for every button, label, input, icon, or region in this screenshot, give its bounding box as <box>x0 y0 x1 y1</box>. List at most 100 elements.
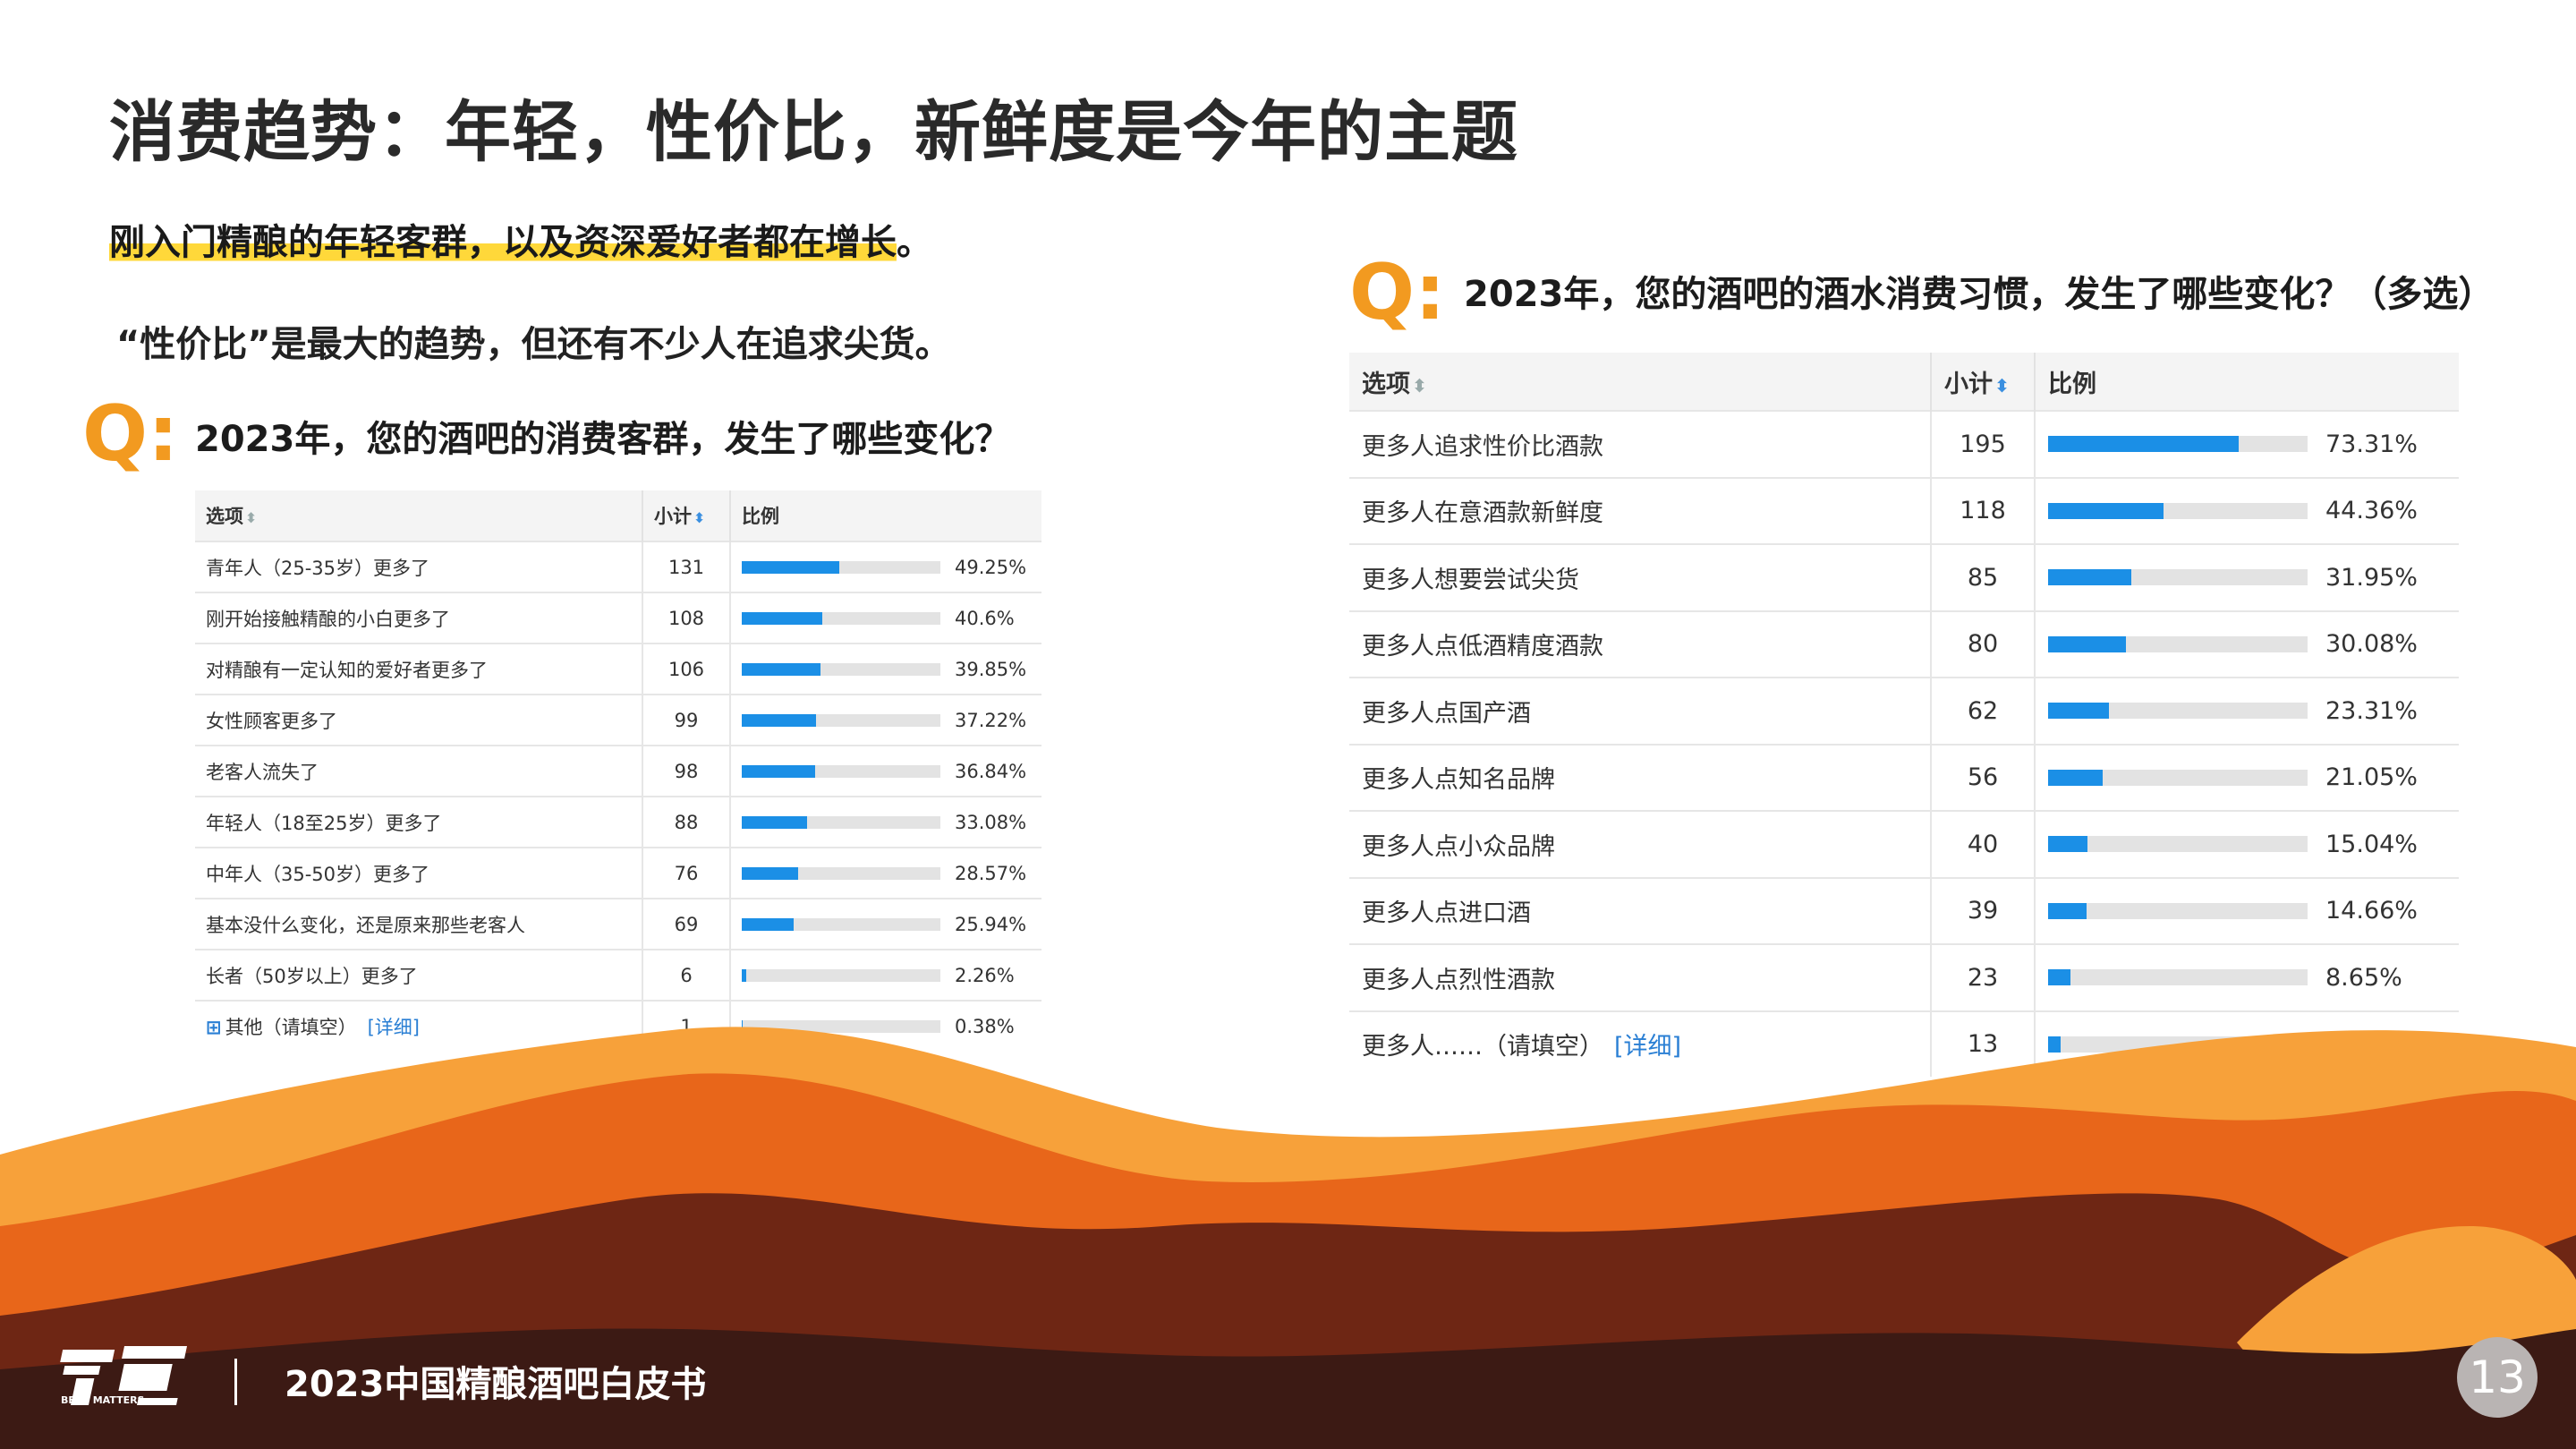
option-label: 女性顾客更多了 <box>206 710 337 732</box>
table-row: 更多人点小众品牌 40 15.04% <box>1349 810 2459 878</box>
count-cell: 39 <box>1931 876 2036 944</box>
bar-fill <box>2048 836 2087 853</box>
ratio-cell: 33.08% <box>730 796 1041 848</box>
count-cell: 62 <box>1931 677 2036 745</box>
table-row: 更多人点烈性酒款 23 8.65% <box>1349 943 2459 1011</box>
percent-label: 33.08% <box>955 811 1027 833</box>
percent-label: 36.84% <box>955 760 1027 782</box>
table-row: 中年人（35-50岁）更多了 76 28.57% <box>195 847 1041 899</box>
option-label: 青年人（25-35岁）更多了 <box>206 557 430 579</box>
bar-track <box>742 560 940 574</box>
option-cell: 更多人点低酒精度酒款 <box>1349 609 1932 678</box>
percent-label: 15.04% <box>2325 830 2418 858</box>
bar-track <box>742 662 940 676</box>
percent-label: 39.85% <box>955 658 1027 680</box>
highlight-end: 。 <box>897 222 932 263</box>
count-cell: 106 <box>642 643 731 695</box>
count-cell: 69 <box>642 898 731 950</box>
footer-title: 2023中国精酿酒吧白皮书 <box>285 1364 707 1405</box>
sort-icon[interactable]: ⬍ <box>1412 374 1427 396</box>
bar-fill <box>2048 569 2131 586</box>
table-header-row: 选项⬍ 小计⬍ 比例 <box>1349 353 2459 411</box>
percent-label: 23.31% <box>2325 696 2418 725</box>
column-header-count[interactable]: 小计⬍ <box>1931 353 2036 411</box>
ratio-cell: 15.04% <box>2035 810 2459 878</box>
percent-label: 37.22% <box>955 709 1027 731</box>
bar-track <box>742 713 940 727</box>
table-row: 更多人点国产酒 62 23.31% <box>1349 677 2459 745</box>
ratio-cell: 23.31% <box>2035 677 2459 745</box>
ratio-cell: 37.22% <box>730 694 1041 746</box>
page-number: 13 <box>2457 1337 2538 1418</box>
table-row: 刚开始接触精酿的小白更多了 108 40.6% <box>195 592 1041 644</box>
question-mark-right: Q: <box>1349 248 1446 337</box>
bar-fill <box>742 1019 743 1033</box>
count-cell: 118 <box>1931 476 2036 544</box>
column-header-count[interactable]: 小计⬍ <box>642 490 731 541</box>
bar-fill <box>742 917 794 931</box>
table-row: 更多人点低酒精度酒款 80 30.08% <box>1349 609 2459 678</box>
bar-track <box>742 815 940 829</box>
sort-icon[interactable]: ⬍ <box>693 509 706 526</box>
count-cell: 195 <box>1931 410 2036 478</box>
ratio-cell: 40.6% <box>730 592 1041 644</box>
sort-icon[interactable]: ⬍ <box>245 509 258 526</box>
bar-fill <box>2048 969 2071 986</box>
count-cell: 6 <box>642 949 731 1001</box>
table-row: 老客人流失了 98 36.84% <box>195 745 1041 797</box>
option-cell: 更多人追求性价比酒款 <box>1349 410 1932 478</box>
option-cell: 更多人在意酒款新鲜度 <box>1349 476 1932 544</box>
option-label: 更多人点进口酒 <box>1362 899 1531 928</box>
option-label: 其他（请填空） <box>225 1016 357 1038</box>
expand-icon[interactable]: ⊞ <box>206 1016 222 1038</box>
percent-label: 49.25% <box>955 556 1027 578</box>
option-cell: 更多人点进口酒 <box>1349 876 1932 944</box>
option-cell: 更多人点国产酒 <box>1349 677 1932 745</box>
ratio-cell: 36.84% <box>730 745 1041 797</box>
ratio-cell: 21.05% <box>2035 743 2459 811</box>
ratio-cell: 28.57% <box>730 847 1041 899</box>
bar-track <box>742 611 940 625</box>
detail-link[interactable]: [详细] <box>1614 1033 1682 1061</box>
option-label: 长者（50岁以上）更多了 <box>206 965 418 987</box>
decorative-waves <box>0 1027 2576 1449</box>
option-label: 老客人流失了 <box>206 761 319 783</box>
bar-fill <box>742 611 823 625</box>
table-row: 更多人在意酒款新鲜度 118 44.36% <box>1349 476 2459 544</box>
ratio-cell: 44.36% <box>2035 476 2459 544</box>
option-label: 年轻人（18至25岁）更多了 <box>206 812 442 834</box>
bar-fill <box>742 968 747 982</box>
bar-fill <box>742 866 799 880</box>
count-cell: 99 <box>642 694 731 746</box>
bar-track <box>742 968 940 982</box>
survey-table-customers: 选项 ⬍ 小计 ⬍ 比例 青年人（25-35岁）更多了 131 49.25% 刚开始接触精… <box>195 490 1041 1051</box>
ratio-cell: 30.08% <box>2035 609 2459 678</box>
option-cell: 老客人流失了 <box>195 745 643 797</box>
option-label: 刚开始接触精酿的小白更多了 <box>206 608 450 630</box>
column-header-option[interactable]: 选项⬍ <box>1349 353 1932 411</box>
table-row: 更多人点知名品牌 56 21.05% <box>1349 743 2459 811</box>
table-row: 更多人追求性价比酒款 195 73.31% <box>1349 410 2459 478</box>
sort-icon[interactable]: ⬍ <box>1994 374 2010 396</box>
detail-link[interactable]: [详细] <box>367 1016 420 1038</box>
option-label: 基本没什么变化，还是原来那些老客人 <box>206 914 525 936</box>
bar-fill <box>2048 1036 2062 1053</box>
option-label: 更多人点低酒精度酒款 <box>1362 633 1603 661</box>
ratio-cell: 2.26% <box>730 949 1041 1001</box>
column-header-ratio: 比例 <box>2035 353 2459 411</box>
column-header-option[interactable]: 选项⬍ <box>195 490 643 541</box>
percent-label: 8.65% <box>2325 963 2402 992</box>
question-right: 2023年，您的酒吧的酒水消费习惯，发生了哪些变化？（多选） <box>1464 274 2495 315</box>
count-cell: 108 <box>642 592 731 644</box>
table-row: 女性顾客更多了 99 37.22% <box>195 694 1041 746</box>
percent-label: 30.08% <box>2325 630 2418 659</box>
option-cell: 长者（50岁以上）更多了 <box>195 949 643 1001</box>
highlight-statement: 刚入门精酿的年轻客群，以及资深爱好者都在增长。 <box>109 213 932 265</box>
option-cell: ⊞ 其他（请填空） [详细] <box>195 1000 643 1051</box>
option-cell: 更多人点知名品牌 <box>1349 743 1932 811</box>
count-cell: 13 <box>1931 1010 2036 1077</box>
bar-track <box>2048 436 2308 453</box>
ratio-cell: 73.31% <box>2035 410 2459 478</box>
option-cell: 青年人（25-35岁）更多了 <box>195 541 643 592</box>
highlight-text: 刚入门精酿的年轻客群，以及资深爱好者都在增长 <box>109 222 897 263</box>
